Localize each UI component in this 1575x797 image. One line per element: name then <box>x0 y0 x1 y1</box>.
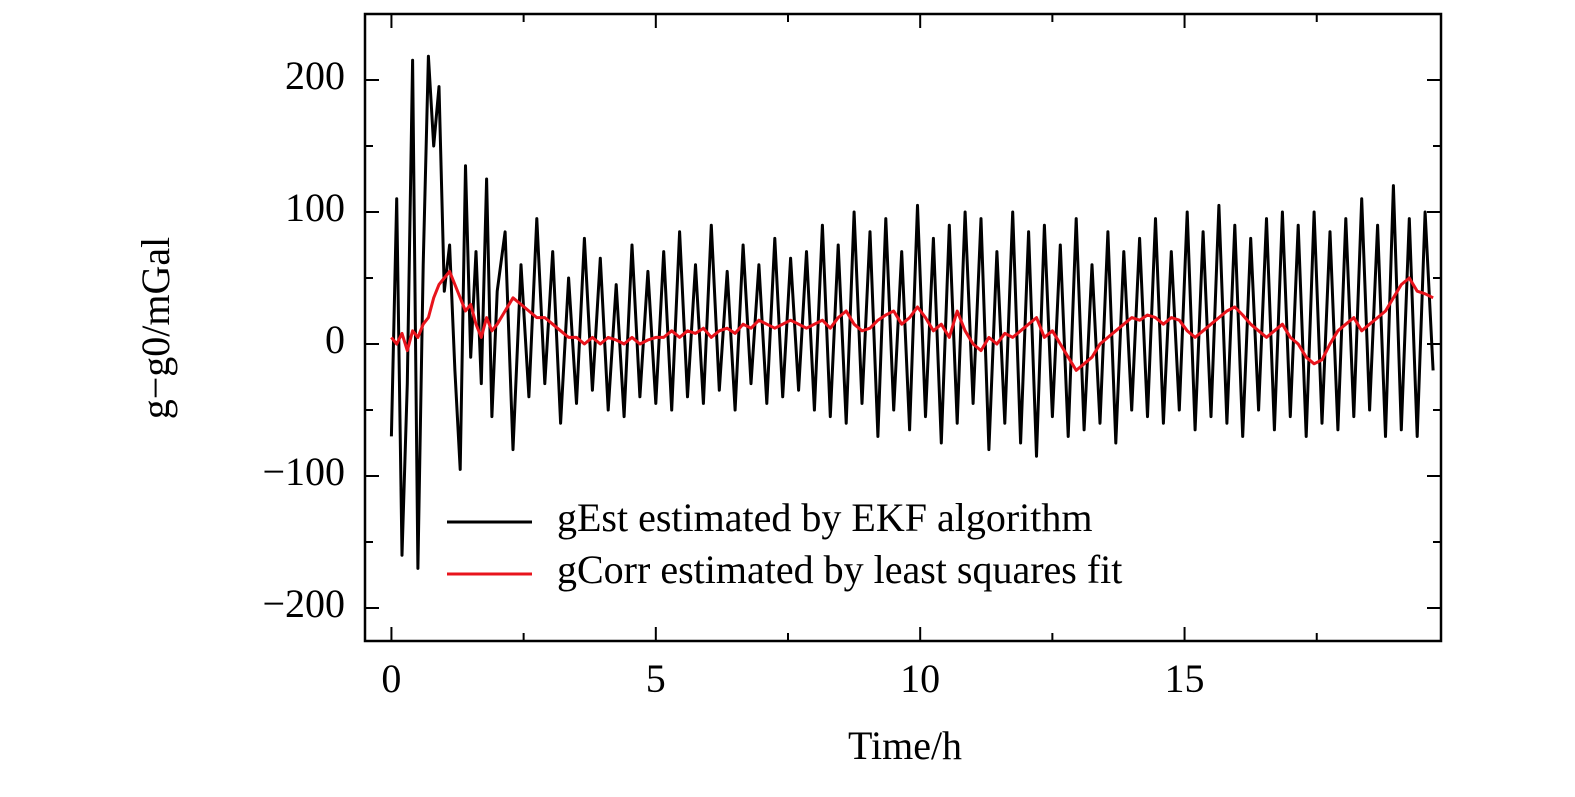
x-tick-label: 0 <box>381 656 401 701</box>
plot-frame <box>363 12 1443 643</box>
y-tick-label: −100 <box>262 449 345 494</box>
x-tick-label: 10 <box>900 656 940 701</box>
data-line <box>389 54 1435 570</box>
data-line <box>390 269 1434 372</box>
y-tick-label: −200 <box>262 581 345 626</box>
x-axis-label: Time/h <box>848 723 962 768</box>
legend-label: gCorr estimated by least squares fit <box>557 547 1122 592</box>
y-tick-label: 200 <box>285 53 345 98</box>
y-axis-label: g−g0/mGal <box>133 237 178 420</box>
y-tick-label: 0 <box>325 317 345 362</box>
x-tick-label: 5 <box>646 656 666 701</box>
x-tick-label: 15 <box>1165 656 1205 701</box>
y-tick-label: 100 <box>285 185 345 230</box>
legend-label: gEst estimated by EKF algorithm <box>557 495 1093 540</box>
